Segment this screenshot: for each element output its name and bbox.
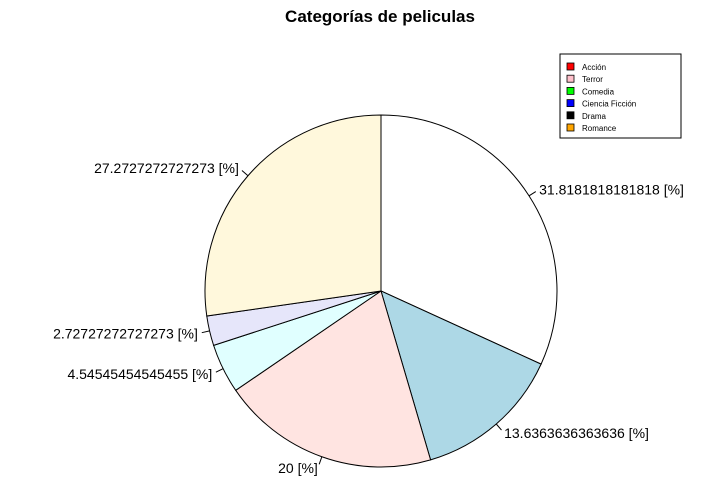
legend-swatch bbox=[566, 74, 575, 83]
slice-label-tick bbox=[201, 330, 210, 334]
legend-label: Comedia bbox=[582, 87, 615, 96]
slice-labels: 31.8181818181818 [%] 13.6363636363636 [%]… bbox=[53, 160, 684, 476]
pie-slice bbox=[380, 114, 558, 365]
legend-swatch bbox=[566, 87, 575, 95]
slice-label-tick bbox=[241, 170, 249, 177]
pie-slice bbox=[235, 290, 432, 468]
slice-label: 20 [%] bbox=[278, 460, 318, 476]
legend-label: Acción bbox=[582, 63, 606, 72]
legend-label: Romance bbox=[582, 124, 617, 133]
slice-label-tick bbox=[495, 423, 502, 431]
pie-slices bbox=[204, 114, 558, 468]
slice-label: 4.54545454545455 [%] bbox=[67, 366, 212, 382]
legend-swatch bbox=[566, 62, 575, 71]
legend: Acción Terror Comedia Ciencia Ficción Drama R… bbox=[559, 53, 682, 139]
slice-label-tick bbox=[215, 368, 224, 373]
legend-swatch bbox=[566, 99, 575, 107]
slice-label-tick bbox=[318, 456, 323, 465]
legend-swatch bbox=[566, 123, 575, 132]
slice-label: 13.6363636363636 [%] bbox=[504, 425, 649, 441]
chart-title: Categorías de peliculas bbox=[285, 7, 475, 26]
legend-box bbox=[559, 53, 682, 139]
legend-label: Terror bbox=[582, 75, 603, 84]
slice-label: 31.8181818181818 [%] bbox=[539, 181, 684, 197]
slice-label-tick bbox=[528, 191, 537, 197]
legend-label: Ciencia Ficción bbox=[582, 100, 636, 109]
legend-label: Drama bbox=[582, 112, 607, 121]
slice-label: 27.2727272727273 [%] bbox=[94, 160, 239, 176]
pie-slice bbox=[204, 114, 382, 317]
legend-swatch bbox=[566, 111, 575, 120]
slice-label: 2.72727272727273 [%] bbox=[53, 326, 198, 342]
